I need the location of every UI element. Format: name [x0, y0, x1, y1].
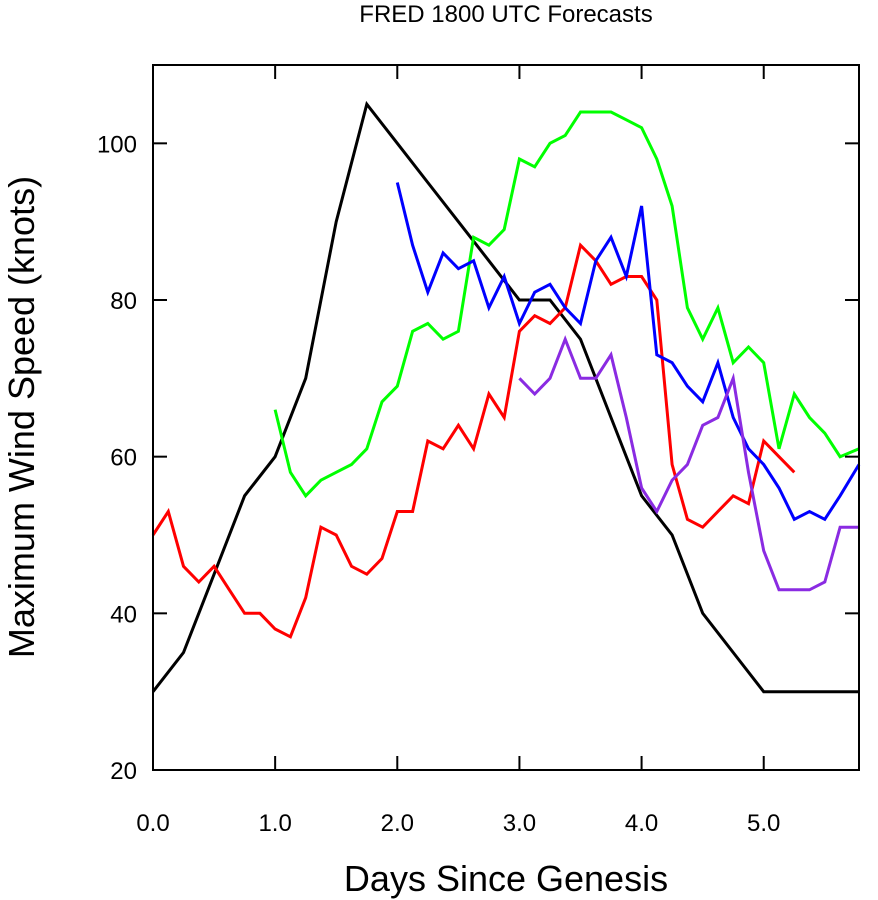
x-axis: 0.0 1.0 2.0 3.0 4.0 5.0: [136, 65, 780, 837]
y-axis-label: Maximum Wind Speed (knots): [1, 176, 42, 658]
series-line-4: [395, 182, 861, 522]
x-tick-label: 0.0: [136, 810, 169, 837]
x-axis-label: Days Since Genesis: [344, 858, 668, 899]
y-tick-label: 80: [110, 288, 137, 315]
y-tick-label: 40: [110, 601, 137, 628]
series-line-5: [518, 335, 859, 592]
x-tick-label: 4.0: [625, 810, 658, 837]
x-tick-label: 3.0: [503, 810, 536, 837]
series-line-2: [151, 242, 796, 639]
chart-title: FRED 1800 UTC Forecasts: [359, 1, 652, 28]
plot-frame: [152, 64, 860, 771]
y-tick-label: 100: [97, 131, 137, 158]
y-tick-label: 60: [110, 445, 137, 472]
series-line-3: [273, 110, 860, 499]
y-axis: 20 40 60 80 100: [97, 131, 859, 785]
series-line-1: [151, 100, 859, 694]
x-tick-label: 1.0: [258, 810, 291, 837]
series-layer: [151, 100, 861, 694]
x-tick-label: 5.0: [747, 810, 780, 837]
y-tick-label: 20: [110, 758, 137, 785]
x-tick-label: 2.0: [381, 810, 414, 837]
